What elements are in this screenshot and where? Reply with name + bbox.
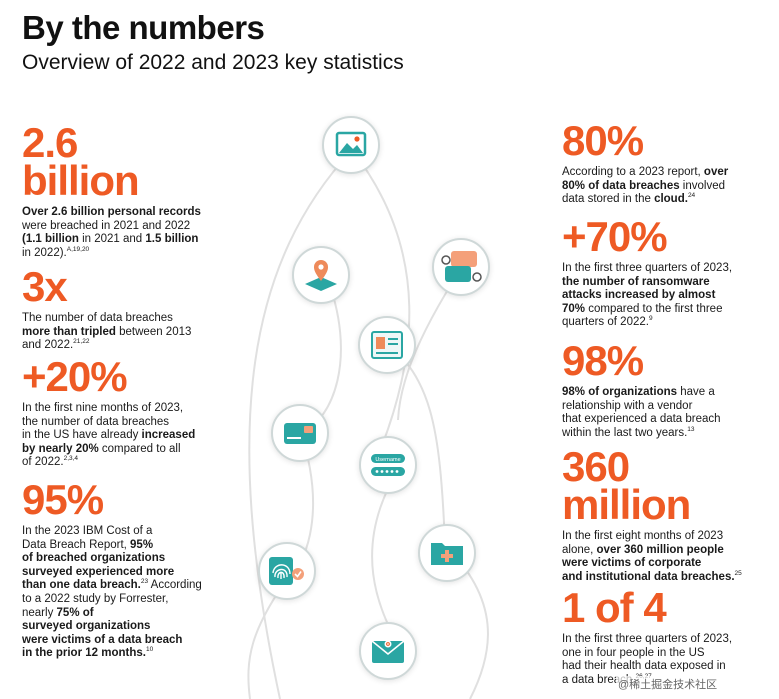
stat-value: 98%	[562, 337, 644, 384]
page-subtitle: Overview of 2022 and 2023 key statistics	[22, 51, 404, 74]
login-field-label: Username	[375, 457, 400, 463]
chat-bubbles-icon	[432, 238, 490, 296]
email-icon	[359, 622, 417, 680]
image-icon	[322, 116, 380, 174]
stat-description: According to a 2023 report, over 80% of …	[562, 166, 729, 206]
stat-description: 98% of organizations have a relationship…	[562, 386, 721, 439]
stat-80-percent: 80% According to a 2023 report, over 80%…	[562, 117, 774, 207]
stat-value: 2.6 billion	[22, 119, 140, 204]
stat-value: 95%	[22, 476, 104, 523]
stat-description: In the 2023 IBM Cost of a Data Breach Re…	[22, 525, 202, 660]
stat-description: The number of data breaches more than tr…	[22, 312, 192, 352]
stat-360-million: 360 million In the first eight months of …	[562, 443, 774, 584]
login-form-icon: Username	[359, 436, 417, 494]
watermark: @稀土掘金技术社区	[616, 676, 720, 692]
stat-value: 80%	[562, 117, 644, 164]
stat-value: +20%	[22, 353, 128, 400]
stat-98-percent: 98% 98% of organizations have a relation…	[562, 337, 774, 440]
stat-plus-70-percent: +70% In the first three quarters of 2023…	[562, 213, 774, 330]
stat-3x: 3x The number of data breaches more than…	[22, 263, 232, 353]
stat-95-percent: 95% In the 2023 IBM Cost of a Data Breac…	[22, 476, 232, 661]
fingerprint-icon	[258, 542, 316, 600]
stat-value: 360 million	[562, 443, 691, 528]
stat-description: In the first three quarters of 2023, the…	[562, 262, 733, 329]
page-title: By the numbers	[22, 9, 265, 46]
stat-description: In the first nine months of 2023, the nu…	[22, 402, 196, 469]
stat-value: 3x	[22, 263, 68, 310]
credit-card-icon	[271, 404, 329, 462]
stat-plus-20-percent: +20% In the first nine months of 2023, t…	[22, 353, 232, 470]
stat-value: 1 of 4	[562, 584, 667, 631]
stat-description: In the first eight months of 2023 alone,…	[562, 530, 742, 583]
medical-folder-icon	[418, 524, 476, 582]
id-card-icon	[358, 316, 416, 374]
stat-value: +70%	[562, 213, 668, 260]
map-pin-icon	[292, 246, 350, 304]
stat-1-of-4: 1 of 4 In the first three quarters of 20…	[562, 584, 774, 687]
stat-2-6-billion: 2.6 billion Over 2.6 billion personal rec…	[22, 119, 232, 260]
stat-description: Over 2.6 billion personal records were b…	[22, 206, 201, 259]
